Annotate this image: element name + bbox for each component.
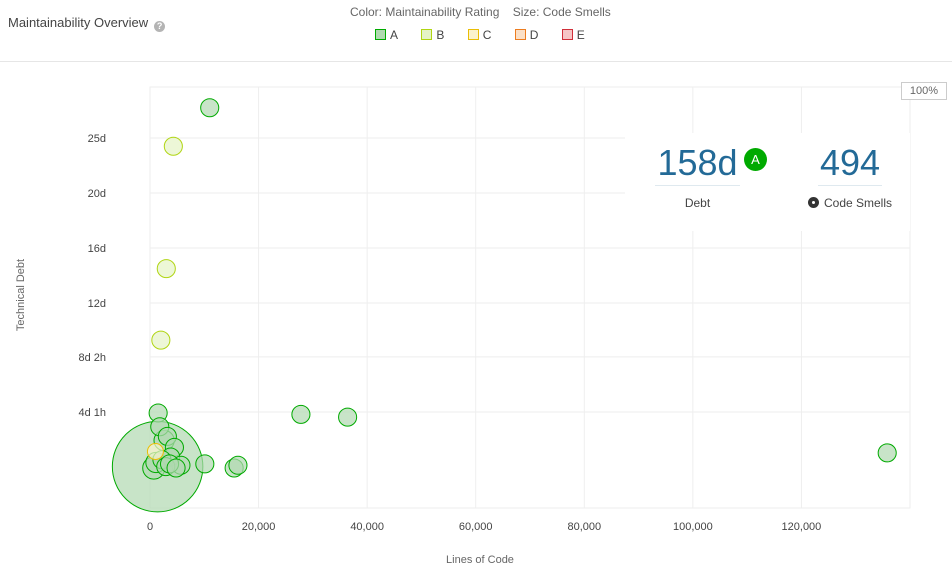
title-text: Maintainability Overview [8, 15, 149, 30]
legend-item-e[interactable]: E [561, 28, 585, 42]
y-tick-label: 25d [88, 133, 106, 145]
y-tick-label: 16d [88, 243, 106, 255]
code-smells-value[interactable]: 494 [817, 143, 883, 186]
bubble-point [877, 443, 897, 463]
y-tick-label: 20d [88, 188, 106, 200]
bubble-point [195, 454, 215, 474]
y-tick-label: 8d 2h [78, 352, 106, 364]
legend-item-b[interactable]: B [421, 28, 444, 42]
debt-value[interactable]: 158d [655, 143, 740, 186]
debt-label: Debt [684, 196, 711, 210]
debt-rating-badge: A [744, 148, 767, 171]
debt-stat: 158d Debt [645, 143, 750, 210]
x-tick-label: 100,000 [673, 521, 713, 533]
x-tick-label: 80,000 [567, 521, 601, 533]
legend-swatch [421, 29, 433, 40]
code-smells-label: Code Smells [823, 196, 893, 210]
help-icon[interactable]: ? [154, 21, 166, 32]
page-title: Maintainability Overview? [8, 15, 166, 32]
header-divider [0, 61, 952, 62]
bubble-point [200, 98, 220, 118]
size-label: Size: Code Smells [512, 5, 611, 19]
bubble-point [156, 259, 176, 279]
legend-swatch [467, 29, 479, 40]
bubble-point [151, 330, 171, 350]
rating-legend: A B C D E [375, 28, 605, 42]
bubble-point [166, 458, 186, 478]
summary-panel: 158d Debt A 494 Code Smells [625, 133, 910, 231]
x-tick-label: 20,000 [242, 521, 276, 533]
bubble-point [228, 455, 248, 475]
legend-label: E [576, 28, 585, 42]
x-tick-label: 0 [147, 521, 153, 533]
legend-item-c[interactable]: C [467, 28, 492, 42]
legend-label: B [436, 28, 445, 42]
bubble-point [338, 407, 358, 427]
legend-header: Color: Maintainability Rating Size: Code… [350, 5, 621, 19]
color-label: Color: Maintainability Rating [350, 5, 500, 19]
code-smells-label-row: Code Smells [795, 196, 905, 210]
code-smell-icon [807, 197, 819, 208]
y-tick-label: 12d [88, 298, 106, 310]
x-axis-label: Lines of Code [446, 554, 514, 566]
x-tick-label: 60,000 [459, 521, 493, 533]
x-tick-label: 120,000 [782, 521, 822, 533]
legend-swatch [514, 29, 526, 40]
legend-swatch [375, 29, 386, 40]
x-tick-label: 40,000 [350, 521, 384, 533]
legend-label: C [482, 28, 492, 42]
bubble-point [163, 136, 183, 156]
code-smells-stat: 494 Code Smells [795, 143, 905, 210]
legend-label: D [529, 28, 539, 42]
legend-item-a[interactable]: A [375, 28, 398, 42]
y-tick-label: 4d 1h [78, 407, 106, 419]
legend-item-d[interactable]: D [514, 28, 539, 42]
y-axis-label: Technical Debt [15, 259, 27, 331]
zoom-reset-button[interactable]: 100% [901, 82, 947, 100]
legend-swatch [561, 29, 573, 40]
bubble-point [146, 443, 164, 460]
legend-label: A [390, 28, 399, 42]
bubble-point [291, 404, 311, 424]
